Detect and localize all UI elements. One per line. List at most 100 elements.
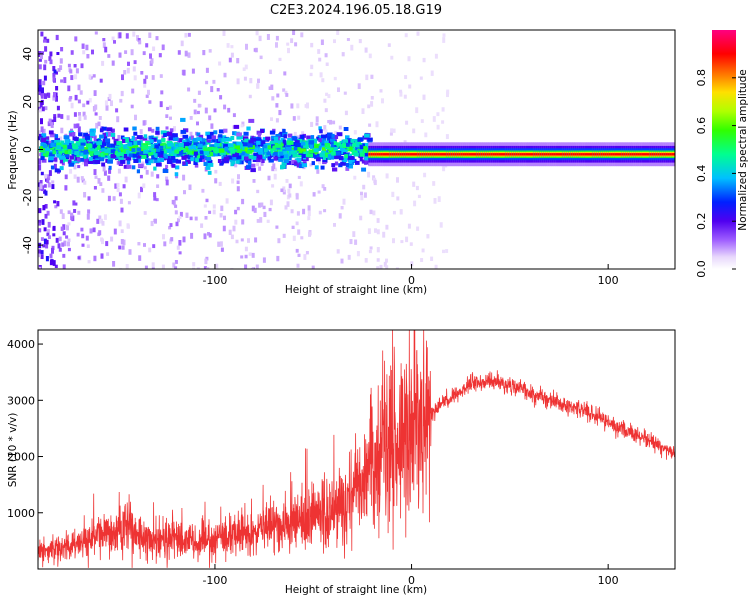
spectrogram-cell bbox=[187, 32, 191, 37]
spectrogram-cell bbox=[108, 93, 112, 100]
spectrogram-cell bbox=[310, 121, 314, 127]
spectrogram-cell bbox=[73, 164, 77, 170]
spectrogram-cell bbox=[47, 182, 51, 188]
spectrogram-cell bbox=[333, 39, 336, 44]
spectrogram-cell bbox=[327, 154, 331, 158]
spectrogram-cell bbox=[294, 42, 298, 47]
spectrogram-cell bbox=[89, 228, 93, 234]
spectrogram-cell bbox=[405, 120, 409, 125]
spectrogram-cell bbox=[97, 178, 101, 184]
spectrogram-cell bbox=[72, 145, 78, 150]
spectrogram-cell bbox=[273, 136, 279, 141]
spectrogram-cell bbox=[151, 267, 155, 269]
spectrogram-cell bbox=[43, 36, 47, 40]
spectrogram-cell bbox=[56, 148, 63, 153]
spectrogram-cell bbox=[81, 43, 85, 49]
spectrogram-cell bbox=[254, 237, 258, 243]
spectrogram-cell bbox=[172, 158, 179, 163]
spectrogram-cell bbox=[76, 153, 80, 158]
spectrogram-cell bbox=[247, 143, 253, 148]
spectrogram-cell bbox=[236, 145, 241, 150]
spectrogram-cell bbox=[68, 97, 72, 102]
spectrogram-cell bbox=[165, 179, 169, 186]
spectrogram-cell bbox=[296, 147, 302, 152]
spectrogram-cell bbox=[49, 150, 56, 155]
spectrogram-cell bbox=[307, 153, 314, 158]
spectrogram-cell bbox=[87, 260, 91, 264]
spectrogram-cell bbox=[596, 153, 599, 156]
spectrogram-cell bbox=[539, 153, 542, 156]
spectrogram-cell bbox=[155, 130, 160, 135]
spectrogram-cell bbox=[259, 55, 263, 60]
spectrogram-cell bbox=[329, 119, 332, 125]
spectrogram-cell bbox=[154, 153, 158, 158]
spectrogram-cell bbox=[424, 132, 428, 138]
spectrogram-cell bbox=[151, 75, 155, 80]
spectrogram-cell bbox=[112, 261, 116, 267]
spectrogram-cell bbox=[50, 165, 55, 170]
spectrogram-cell bbox=[81, 243, 85, 247]
spectrogram-cell bbox=[606, 153, 609, 156]
spectrogram-cell bbox=[215, 267, 219, 269]
spectrogram-cell bbox=[300, 32, 304, 38]
spectrogram-cell bbox=[187, 87, 191, 92]
spectrogram-cell bbox=[174, 204, 178, 208]
spectrogram-cell bbox=[260, 202, 264, 208]
spectrogram-cell bbox=[110, 236, 114, 242]
spectrogram-cell bbox=[115, 143, 121, 148]
spectrogram-cell bbox=[230, 149, 235, 154]
spectrogram-cell bbox=[194, 216, 198, 221]
spectrogram-cell bbox=[541, 153, 544, 156]
spectrogram-cell bbox=[266, 219, 270, 223]
spectrogram-cell bbox=[105, 241, 109, 247]
spectrogram-cell bbox=[170, 156, 176, 160]
spectrogram-cell bbox=[388, 153, 391, 156]
spectrogram-cell bbox=[40, 254, 44, 260]
spectrogram-cell bbox=[271, 135, 276, 140]
spectrogram-cell bbox=[310, 64, 314, 70]
spectrogram-cell bbox=[300, 141, 306, 146]
spectrogram-cell bbox=[425, 153, 428, 156]
spectrogram-cell bbox=[604, 153, 607, 156]
spectrogram-cell bbox=[116, 182, 120, 188]
spectrogram-cell bbox=[132, 66, 136, 72]
spectrogram-cell bbox=[148, 32, 152, 38]
spectrogram-cell bbox=[442, 37, 446, 43]
spectrogram-cell bbox=[51, 157, 58, 162]
spectrogram-cell bbox=[436, 124, 440, 130]
spectrogram-cell bbox=[261, 140, 266, 145]
spectrogram-cell bbox=[282, 128, 286, 133]
spectrogram-cell bbox=[279, 142, 284, 147]
spectrogram-cell bbox=[220, 135, 227, 140]
spectrogram-cell bbox=[55, 95, 58, 102]
spectrogram-cell bbox=[227, 155, 232, 160]
snr-y-ticks: 1000 2000 3000 4000 bbox=[7, 338, 43, 520]
spectrogram-cell bbox=[434, 264, 438, 269]
spectrogram-cell bbox=[317, 135, 322, 140]
spectrogram-cell bbox=[278, 110, 282, 116]
spectrogram-cell bbox=[150, 171, 154, 177]
spectrogram-cell bbox=[263, 211, 267, 218]
spectrogram-cell bbox=[403, 153, 406, 156]
spectrogram-cell bbox=[370, 153, 373, 156]
spectrogram-cell bbox=[41, 140, 45, 145]
spectrogram-cell bbox=[262, 205, 266, 210]
spectrogram-cell bbox=[94, 31, 98, 35]
spectrogram-cell bbox=[431, 153, 434, 156]
spectrogram-cell bbox=[137, 158, 142, 163]
spectrogram-cell bbox=[38, 208, 42, 214]
spectrogram-cell bbox=[64, 174, 68, 180]
spectrogram-cell bbox=[207, 170, 212, 175]
spectrogram-cell bbox=[175, 221, 179, 227]
spectrogram-cell bbox=[343, 127, 349, 131]
spectrogram-cell bbox=[87, 209, 91, 214]
spectrogram-cell bbox=[671, 153, 674, 156]
spectrogram-cell bbox=[154, 147, 160, 152]
spectrogram-cell bbox=[101, 188, 105, 193]
spectrogram-cell bbox=[376, 229, 380, 235]
spectrogram-cell bbox=[174, 165, 180, 170]
spectrogram-cell bbox=[612, 153, 615, 156]
spectrogram-cell bbox=[67, 159, 72, 164]
spectrogram-cell bbox=[174, 210, 178, 215]
spectrogram-cell bbox=[260, 129, 265, 133]
